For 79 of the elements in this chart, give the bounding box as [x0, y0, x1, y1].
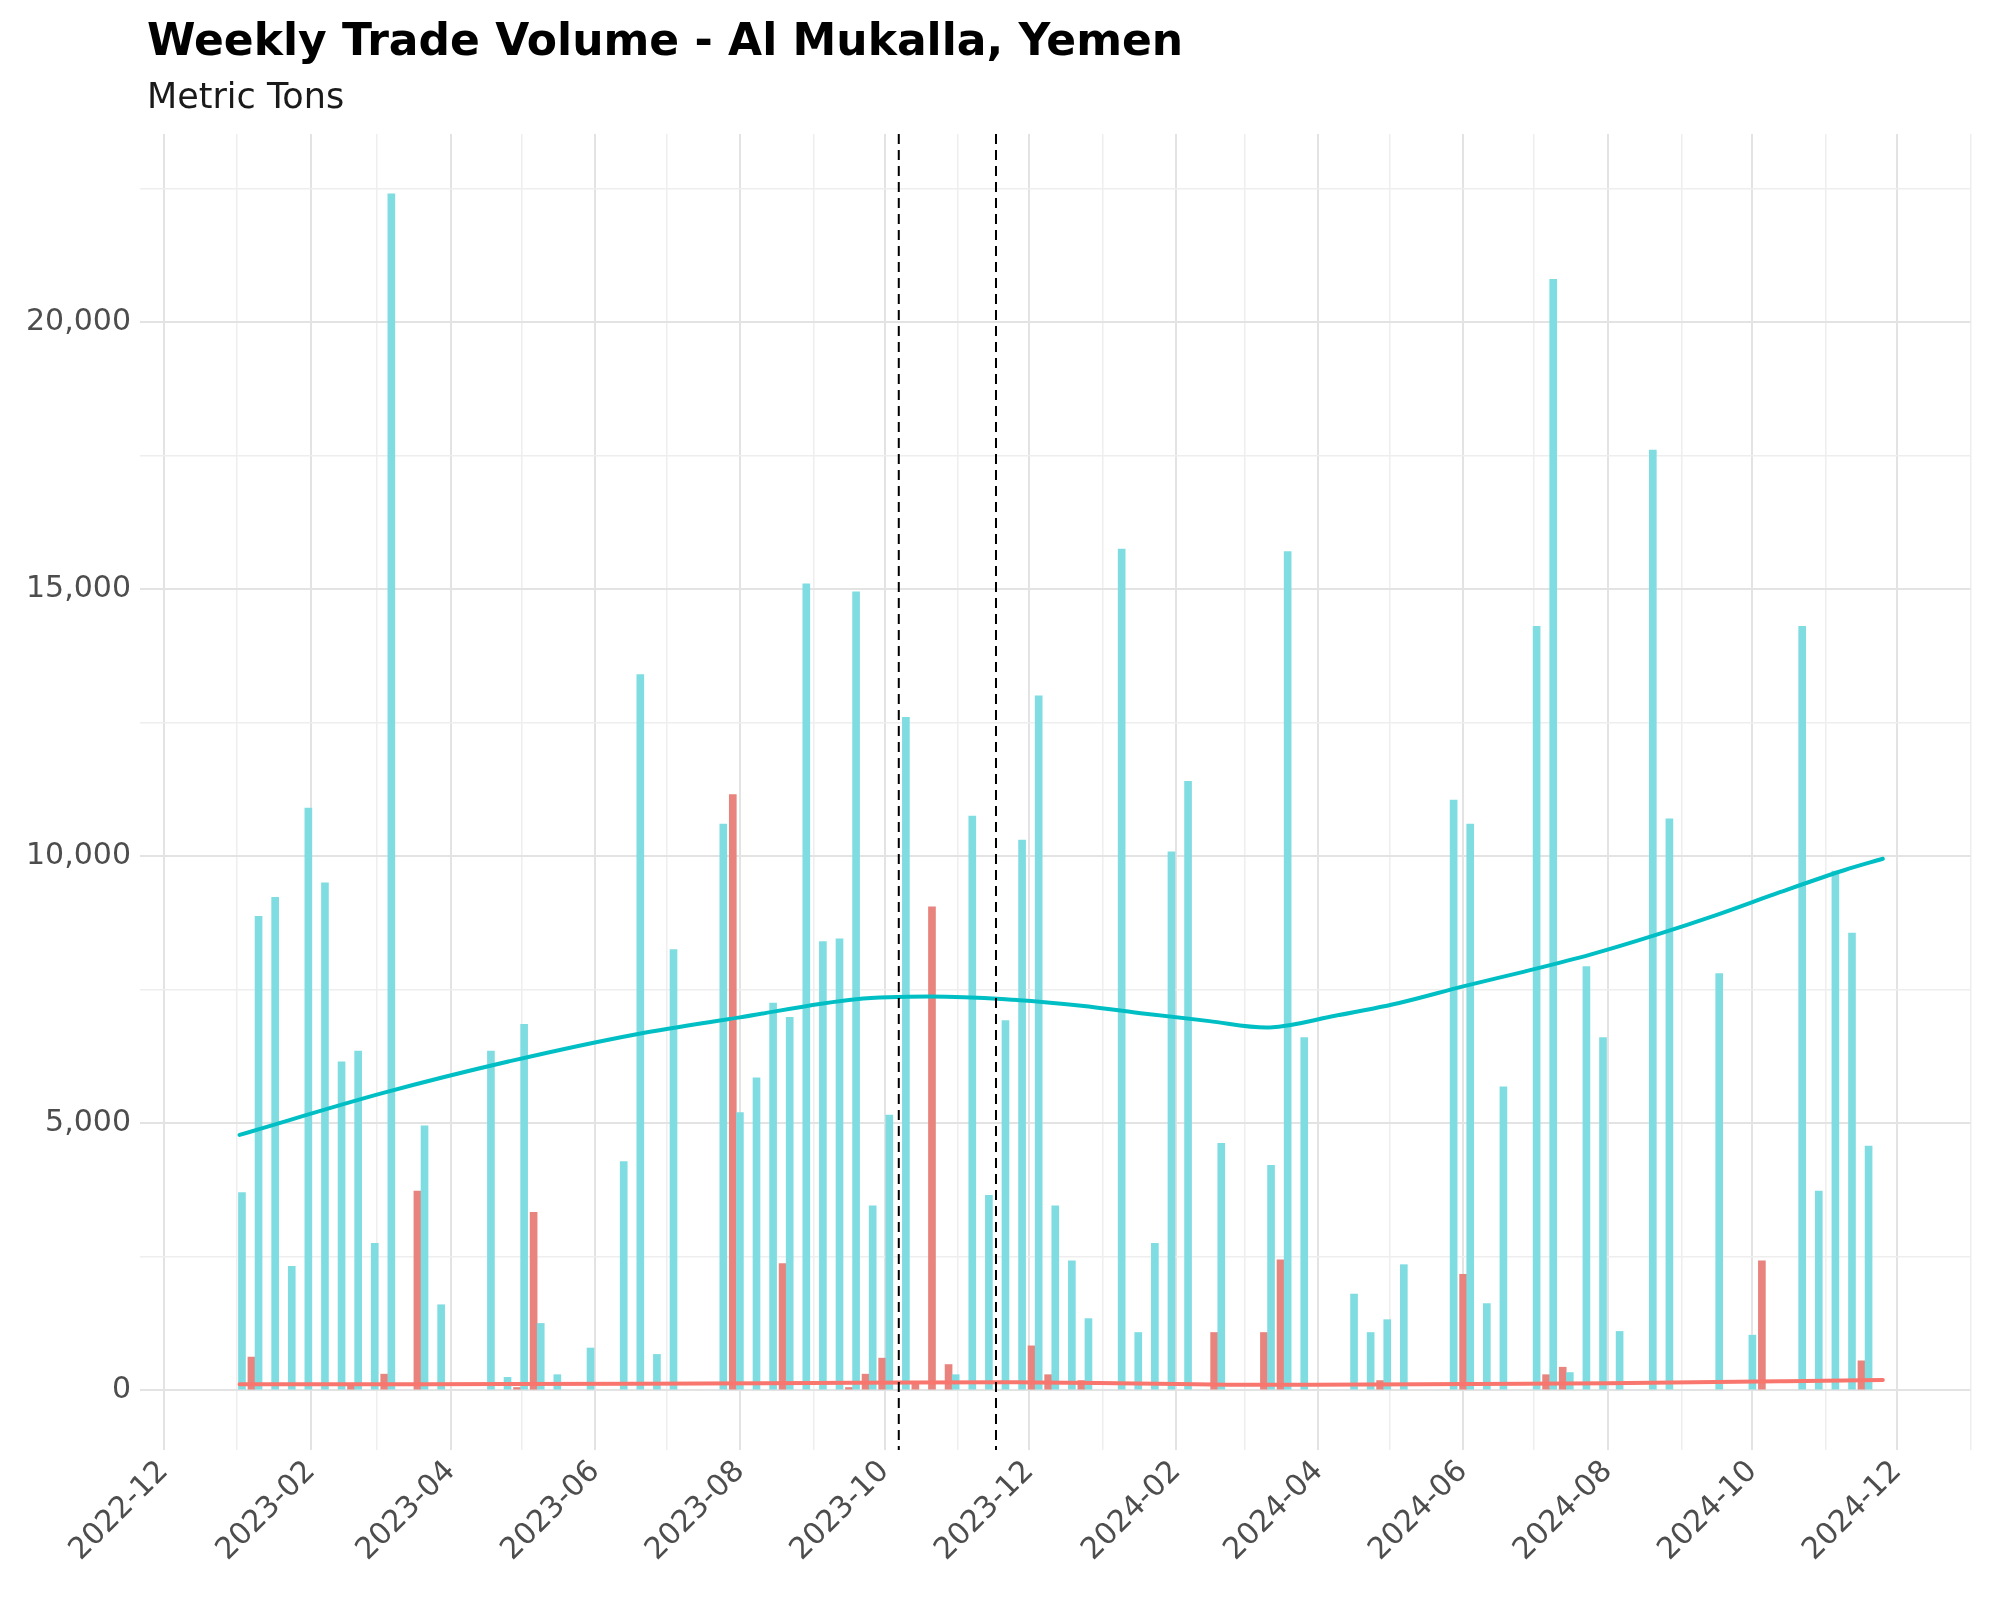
- y-tick-label: 0: [111, 1369, 131, 1405]
- bar: [413, 1190, 422, 1390]
- bar: [752, 1077, 761, 1390]
- bar: [1151, 1242, 1159, 1390]
- bar: [1466, 823, 1475, 1390]
- bar: [769, 1002, 777, 1390]
- bar: [1001, 1020, 1010, 1390]
- bar: [1715, 973, 1724, 1390]
- bar: [1117, 548, 1126, 1390]
- bar: [835, 938, 844, 1390]
- bar: [1018, 839, 1026, 1390]
- bar: [1350, 1293, 1358, 1390]
- bar: [868, 1205, 877, 1390]
- bar: [1814, 1190, 1823, 1390]
- bar: [819, 941, 827, 1390]
- bar: [1831, 870, 1840, 1390]
- line-series: [237, 856, 1885, 1137]
- bar: [437, 1304, 445, 1390]
- bar: [271, 896, 279, 1390]
- y-tick-label: 20,000: [26, 301, 131, 337]
- bar: [1449, 799, 1458, 1390]
- bar: [420, 1125, 429, 1390]
- bar: [852, 591, 860, 1390]
- y-tick-label: 5,000: [45, 1102, 131, 1138]
- bar: [669, 949, 678, 1390]
- chart-subtitle: Metric Tons: [147, 76, 345, 116]
- y-tick-label: 15,000: [26, 568, 131, 604]
- bar: [1582, 966, 1591, 1390]
- bar: [985, 1194, 993, 1390]
- bar: [1283, 551, 1292, 1390]
- bar: [1549, 278, 1558, 1390]
- bar: [785, 1017, 794, 1390]
- bar: [354, 1050, 362, 1390]
- bar: [1532, 626, 1541, 1390]
- bar: [1300, 1037, 1309, 1390]
- bar: [619, 1161, 628, 1390]
- bar: [1758, 1260, 1766, 1390]
- bar: [1665, 818, 1674, 1390]
- chart-title: Weekly Trade Volume - Al Mukalla, Yemen: [147, 14, 1184, 65]
- bar: [1184, 780, 1192, 1390]
- bar: [304, 807, 313, 1390]
- bar: [529, 1212, 538, 1390]
- bar: [487, 1050, 495, 1390]
- bar: [1267, 1165, 1275, 1390]
- bar: [1167, 851, 1176, 1390]
- bar: [387, 193, 396, 1390]
- bar: [885, 1114, 894, 1390]
- bar: [254, 916, 263, 1390]
- bar: [928, 906, 936, 1390]
- bar: [902, 716, 910, 1390]
- bar: [1034, 695, 1043, 1390]
- bar: [1798, 626, 1807, 1390]
- bar: [1499, 1086, 1508, 1390]
- bar: [719, 823, 728, 1390]
- bar: [238, 1192, 246, 1390]
- bar: [845, 1387, 853, 1390]
- bar: [1648, 449, 1657, 1390]
- y-tick-label: 10,000: [26, 835, 131, 871]
- bar: [1134, 1332, 1143, 1390]
- bar: [520, 1024, 528, 1390]
- bar: [536, 1323, 545, 1390]
- bar: [802, 583, 811, 1390]
- bar: [1483, 1303, 1491, 1390]
- bar: [370, 1242, 379, 1390]
- bar: [1400, 1264, 1408, 1390]
- bar: [287, 1265, 296, 1390]
- bar: [736, 1112, 744, 1390]
- bar: [1383, 1319, 1392, 1390]
- bar: [1864, 1145, 1873, 1390]
- bar: [1068, 1260, 1076, 1390]
- bar: [728, 794, 737, 1390]
- bar: [1217, 1143, 1226, 1390]
- bar: [321, 882, 329, 1390]
- bar: [1848, 932, 1856, 1390]
- bar: [636, 674, 645, 1390]
- bar: [968, 815, 977, 1390]
- bar: [1599, 1037, 1607, 1390]
- bar: [1051, 1205, 1060, 1390]
- bar: [513, 1387, 521, 1390]
